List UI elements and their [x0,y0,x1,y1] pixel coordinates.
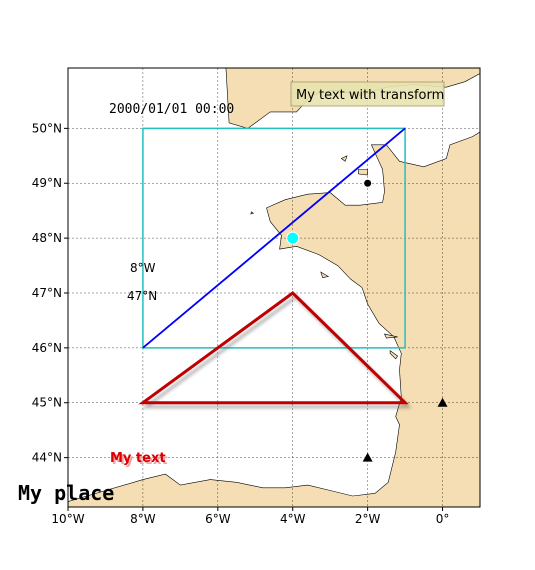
lat-annotation: 47°N [127,289,157,303]
y-tick-label: 46°N [32,341,62,355]
x-tick-label: 10°W [51,512,84,526]
x-tick-label: 0° [436,512,450,526]
transform-text-box: My text with transform [290,81,445,107]
ouessant [250,211,255,215]
x-tick-label: 2°W [355,512,381,526]
y-tick-label: 47°N [32,286,62,300]
jersey [358,169,368,176]
ile-de-re [383,333,398,339]
x-tick-label: 8°W [130,512,156,526]
land-layer [68,68,480,507]
map-frame [67,67,481,508]
blue-diagonal-line [142,127,406,349]
x-tick-label: 6°W [205,512,231,526]
my-text-shadow: My text [112,453,168,468]
axis-ticks: 10°W 8°W 6°W 4°W 2°W 0° 44°N 45°N 46°N 47°N 48°N 49… [32,121,450,526]
timestamp-label: 2000/01/01 00:00 [109,102,234,117]
red-triangle [138,291,409,405]
my-place-label: My place [18,481,114,505]
cyan-circle-marker [286,231,300,245]
france-coast [68,131,480,507]
oleron [389,350,399,360]
transform-text: My text with transform [296,88,444,103]
y-tick-label: 44°N [32,451,62,465]
guernsey [340,155,348,162]
y-tick-label: 48°N [32,231,62,245]
y-tick-label: 49°N [32,176,62,190]
markers [286,179,448,462]
lon-annotation: 8°W [130,261,156,275]
my-text-label: My text [110,451,166,466]
y-tick-label: 50°N [32,121,62,135]
belle-ile [320,271,330,278]
black-dot-marker [364,179,372,187]
cyan-rectangle [142,127,406,349]
overlay-shapes [138,127,412,409]
triangle-marker [362,452,373,462]
triangle-marker [437,397,448,407]
x-tick-label: 4°W [280,512,306,526]
y-tick-label: 45°N [32,396,62,410]
